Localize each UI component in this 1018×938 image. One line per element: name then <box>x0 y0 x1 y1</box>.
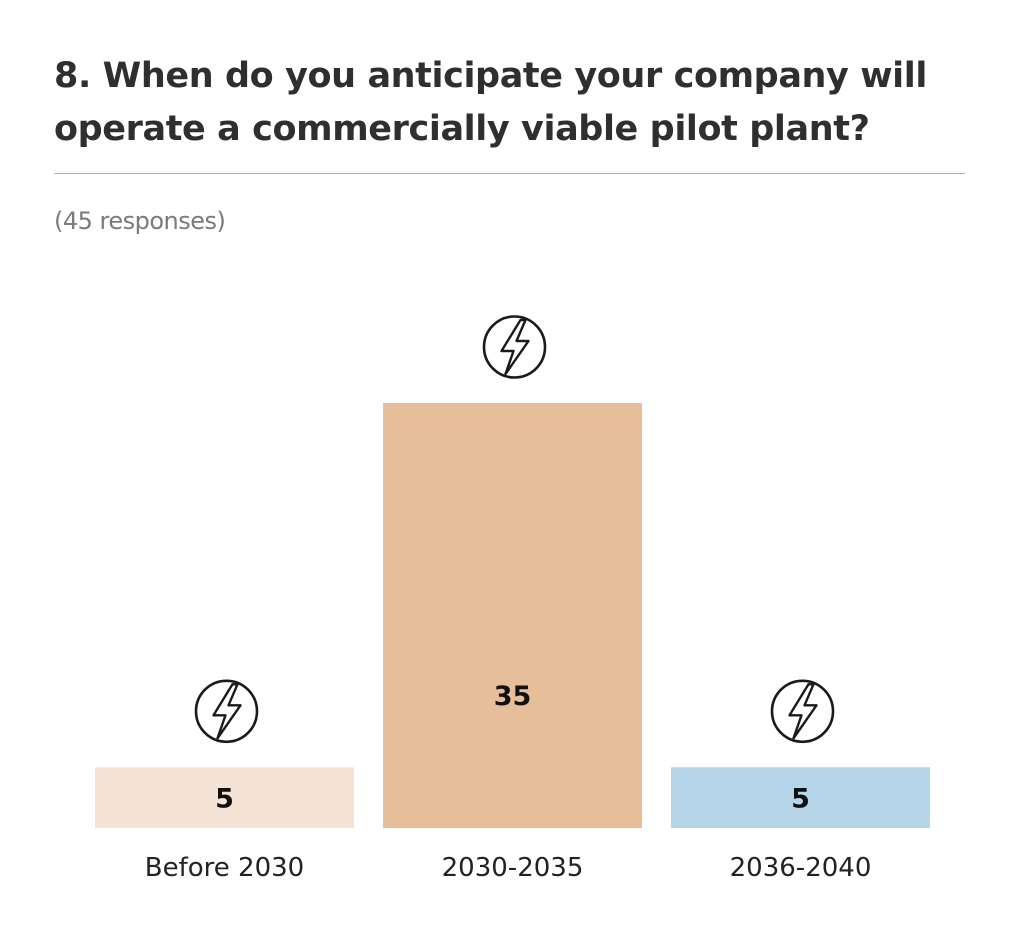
lightning-bolt-icon <box>194 679 259 744</box>
lightning-bolt-icon <box>770 679 835 744</box>
bar-value-label: 35 <box>494 681 532 712</box>
response-count: (45 responses) <box>54 207 226 235</box>
category-label: 2030-2035 <box>442 853 584 883</box>
title-divider <box>54 173 965 174</box>
category-label: 2036-2040 <box>730 853 872 883</box>
bar-2030-2035 <box>383 403 642 828</box>
category-label: Before 2030 <box>145 853 304 883</box>
lightning-bolt-icon <box>482 315 547 379</box>
bar-before-2030 <box>95 767 354 828</box>
bar-2036-2040 <box>671 767 930 828</box>
bar-value-label: 5 <box>791 784 810 815</box>
chart-title: 8. When do you anticipate your company w… <box>54 56 927 149</box>
bar-value-label: 5 <box>215 784 234 815</box>
